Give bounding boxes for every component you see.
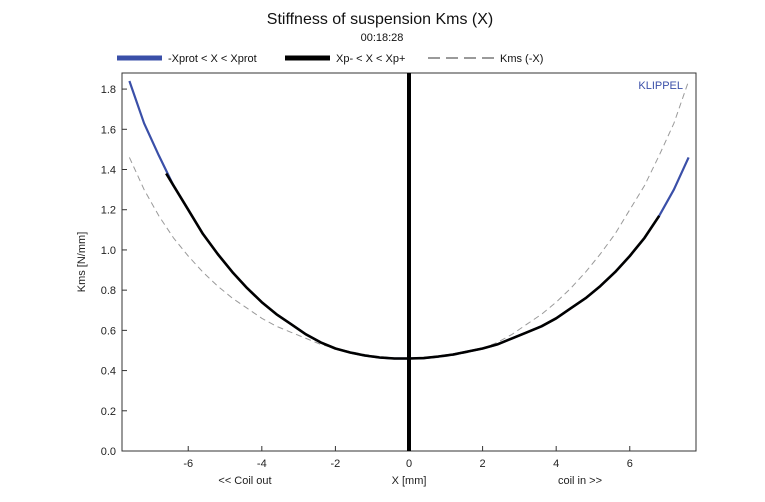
y-tick-label: 1.2 <box>101 205 116 217</box>
y-tick-label: 1.8 <box>101 84 116 96</box>
legend-label-2: Kms (-X) <box>500 53 543 65</box>
chart-title: Stiffness of suspension Kms (X) <box>267 11 493 28</box>
legend-label-1: Xp- < X < Xp+ <box>336 53 405 65</box>
y-tick-label: 0.6 <box>101 325 116 337</box>
series-line-2 <box>128 80 690 359</box>
x-tick-label: 0 <box>406 458 412 470</box>
x-axis-ticks: -6 -4 -2 0 2 4 6 <box>183 446 633 470</box>
brand-label: KLIPPEL <box>638 80 683 92</box>
legend-label-0: -Xprot < X < Xprot <box>168 53 257 65</box>
x-tick-label: 2 <box>480 458 486 470</box>
x-tick-label: -4 <box>257 458 267 470</box>
y-tick-label: 1.0 <box>101 245 116 257</box>
x-tick-label: -2 <box>331 458 341 470</box>
y-tick-label: 0.0 <box>101 446 116 458</box>
chart-subtitle: 00:18:28 <box>361 32 404 44</box>
coil-in-note: coil in >> <box>558 475 602 487</box>
y-axis-ticks: 0.0 0.2 0.4 0.6 0.8 1.0 1.2 1.4 1.6 1.8 <box>101 84 127 458</box>
x-tick-label: 4 <box>553 458 559 470</box>
x-tick-label: 6 <box>627 458 633 470</box>
y-axis-label: Kms [N/mm] <box>76 232 88 293</box>
y-tick-label: 0.8 <box>101 285 116 297</box>
series-line-1 <box>165 172 661 360</box>
y-tick-label: 0.4 <box>101 366 116 378</box>
y-tick-label: 0.2 <box>101 406 116 418</box>
y-tick-label: 1.4 <box>101 165 116 177</box>
x-tick-label: -6 <box>183 458 193 470</box>
y-tick-label: 1.6 <box>101 124 116 136</box>
coil-out-note: << Coil out <box>218 475 271 487</box>
legend: -Xprot < X < Xprot Xp- < X < Xp+ Kms (-X) <box>117 53 543 65</box>
x-axis-label: X [mm] <box>392 475 427 487</box>
